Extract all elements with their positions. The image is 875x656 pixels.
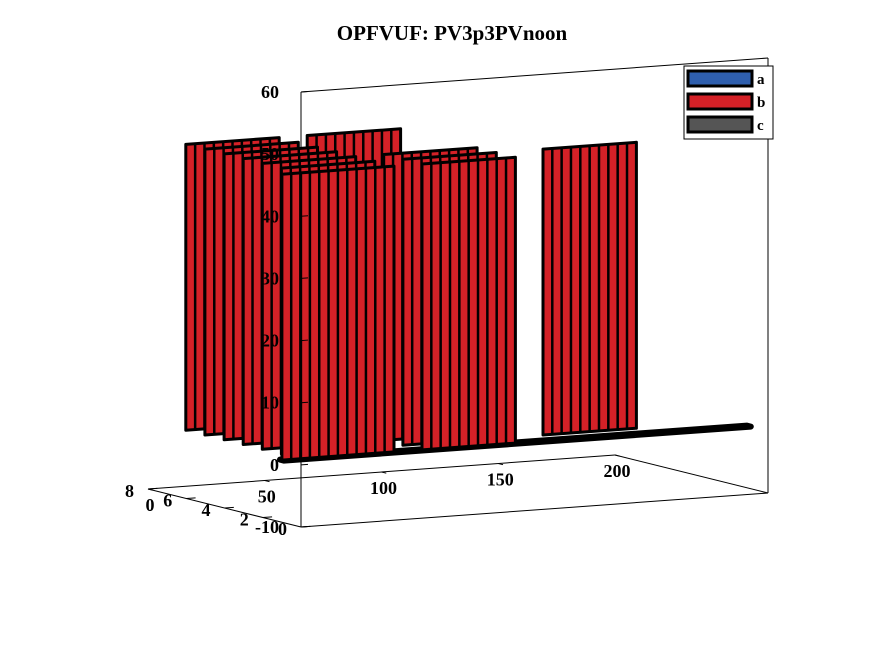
legend-label-a: a	[757, 72, 765, 88]
back-floor-x-edge	[300, 492, 769, 528]
back-floor-y-edge	[614, 454, 769, 494]
z-tick-label: 30	[261, 268, 279, 288]
legend-label-b: b	[757, 95, 765, 111]
y-tick-label: 8	[125, 481, 134, 501]
legend-label-c: c	[757, 118, 764, 134]
x-tick-label: 200	[604, 461, 631, 481]
z-tick-label: -10	[255, 517, 279, 537]
y-tick-mark	[186, 497, 196, 499]
z-tick-mark	[300, 463, 309, 466]
y-tick-mark	[262, 516, 273, 518]
y-tick-label: 0	[278, 519, 287, 539]
x-tick-mark	[264, 480, 270, 483]
legend: a b c	[683, 65, 774, 140]
bar-walls	[184, 127, 754, 464]
x-tick-label: 100	[370, 478, 397, 498]
z-tick-mark	[300, 401, 309, 404]
series-b-bar-group	[420, 155, 517, 452]
z-tick-mark	[300, 525, 309, 528]
x-tick-mark	[381, 471, 387, 474]
y-tick-mark	[224, 506, 234, 509]
chart-title: OPFVUF: PV3p3PVnoon	[337, 21, 568, 45]
y-tick-mark	[147, 487, 158, 490]
x-tick-mark	[498, 463, 504, 466]
series-b-bar-group	[541, 140, 638, 437]
z-tick-mark	[300, 277, 309, 279]
z-tick-mark	[300, 90, 309, 93]
z-tick-label: 10	[261, 393, 279, 413]
legend-swatch-b	[686, 92, 754, 111]
z-tick-mark	[300, 215, 309, 217]
z-tick-label: 20	[261, 331, 279, 351]
legend-swatch-a	[686, 69, 754, 88]
z-tick-mark	[300, 153, 309, 155]
y-tick-label: 4	[202, 500, 211, 520]
x-tick-label: 150	[487, 470, 514, 490]
top-back-edge	[300, 57, 769, 93]
x-tick-label: 0	[146, 495, 155, 515]
z-tick-label: 0	[270, 455, 279, 475]
z-tick-mark	[300, 339, 309, 342]
y-tick-label: 6	[163, 491, 172, 511]
x-tick-label: 50	[258, 487, 276, 507]
series-b-bar-group	[280, 171, 303, 462]
z-tick-label: 40	[261, 206, 279, 226]
legend-swatch-c	[686, 115, 754, 134]
x-tick-mark	[614, 454, 620, 457]
y-tick-label: 2	[240, 510, 249, 530]
z-tick-label: 60	[261, 82, 279, 102]
z-tick-label: 50	[261, 144, 279, 164]
series-b-bar-group	[299, 164, 396, 461]
